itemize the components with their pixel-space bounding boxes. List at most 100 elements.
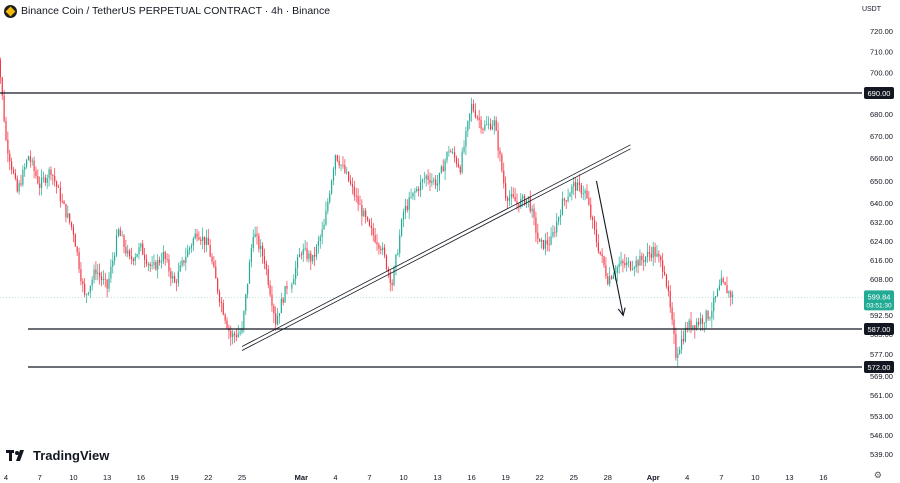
candle: [514, 188, 516, 202]
candle: [465, 126, 467, 156]
candle: [140, 242, 142, 252]
candle: [293, 274, 295, 285]
candle: [495, 116, 497, 132]
candle: [482, 127, 484, 135]
candle: [435, 175, 437, 190]
candle: [662, 252, 664, 279]
candle: [312, 254, 314, 265]
candle: [412, 192, 414, 200]
candle: [78, 247, 80, 274]
candle: [280, 292, 282, 314]
candle: [484, 120, 486, 132]
candle: [419, 175, 422, 198]
candle: [446, 151, 448, 164]
candle: [380, 245, 382, 255]
candle: [276, 308, 279, 326]
candle: [698, 317, 700, 328]
candle: [175, 278, 178, 292]
x-axis-tick-label: 4: [333, 473, 337, 482]
candle: [181, 257, 183, 268]
candle: [510, 186, 512, 206]
candle: [493, 115, 495, 135]
candle: [284, 285, 286, 303]
candle: [196, 228, 198, 242]
candle: [121, 230, 123, 237]
candle: [406, 199, 408, 213]
candle: [692, 325, 694, 331]
candle: [344, 159, 346, 174]
candle: [531, 205, 533, 219]
candle: [155, 260, 157, 271]
candle: [338, 155, 340, 169]
candle: [72, 224, 75, 243]
candle: [7, 131, 9, 163]
candle: [321, 221, 323, 245]
candle: [172, 271, 174, 284]
candle: [93, 264, 95, 284]
candle: [91, 276, 93, 291]
candle: [263, 248, 266, 270]
candle: [44, 174, 46, 186]
x-axis-tick-label: 19: [501, 473, 509, 482]
candle: [76, 245, 78, 257]
candle: [327, 197, 329, 215]
candle: [436, 174, 439, 193]
x-axis-tick-label: 4: [4, 473, 8, 482]
candle: [628, 257, 630, 268]
candle: [610, 274, 613, 280]
y-axis-tick-label: 660.00: [870, 154, 893, 163]
candle: [705, 309, 707, 329]
candle: [46, 174, 48, 189]
candle: [372, 222, 374, 242]
candle: [24, 163, 26, 177]
candle: [273, 303, 275, 324]
last-price-label: 599.84: [868, 292, 891, 301]
candle: [554, 226, 556, 238]
x-axis-tick-label: 28: [604, 473, 612, 482]
candle: [117, 227, 119, 238]
y-axis-tick-label: 680.00: [870, 110, 893, 119]
candle: [123, 234, 125, 254]
bnb-coin-icon: [4, 4, 17, 18]
x-axis-tick-label: 13: [103, 473, 111, 482]
candle: [89, 285, 91, 298]
x-axis-tick-label: 13: [433, 473, 441, 482]
candle: [582, 185, 584, 200]
candle: [298, 247, 301, 258]
candle: [450, 148, 452, 153]
candle: [278, 313, 281, 324]
candle: [205, 229, 208, 252]
y-axis-tick-label: 650.00: [870, 177, 893, 186]
candle: [414, 188, 416, 201]
candle: [690, 311, 692, 334]
candle: [310, 250, 312, 271]
candle: [202, 227, 204, 250]
y-axis-tick-label: 553.00: [870, 412, 893, 421]
candle: [127, 244, 129, 258]
candle: [237, 324, 239, 339]
y-axis-tick-label: 569.00: [870, 372, 893, 381]
y-axis-tick-label: 670.00: [870, 132, 893, 141]
y-axis-tick-label: 577.00: [870, 350, 893, 359]
candle: [656, 244, 658, 258]
candle: [149, 261, 151, 272]
candle: [138, 243, 140, 260]
y-axis-tick-label: 592.50: [870, 311, 893, 320]
candle: [673, 312, 675, 344]
level-price-label: 572.00: [868, 363, 891, 372]
candle: [134, 253, 136, 266]
candle: [267, 265, 269, 289]
settings-gear-icon[interactable]: ⚙: [873, 470, 882, 480]
candle: [410, 188, 412, 199]
candle: [726, 276, 728, 294]
candle: [114, 252, 116, 266]
candle: [595, 221, 598, 248]
candle: [22, 165, 24, 187]
candle: [329, 190, 331, 205]
candle: [586, 184, 588, 199]
currency-button[interactable]: USDT: [861, 6, 881, 13]
x-axis-tick-label: 25: [238, 473, 246, 482]
candle: [563, 197, 565, 206]
candle: [552, 224, 554, 239]
